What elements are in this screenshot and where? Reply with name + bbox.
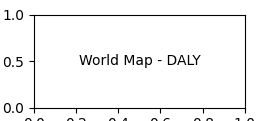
Text: World Map - DALY: World Map - DALY: [79, 54, 200, 68]
